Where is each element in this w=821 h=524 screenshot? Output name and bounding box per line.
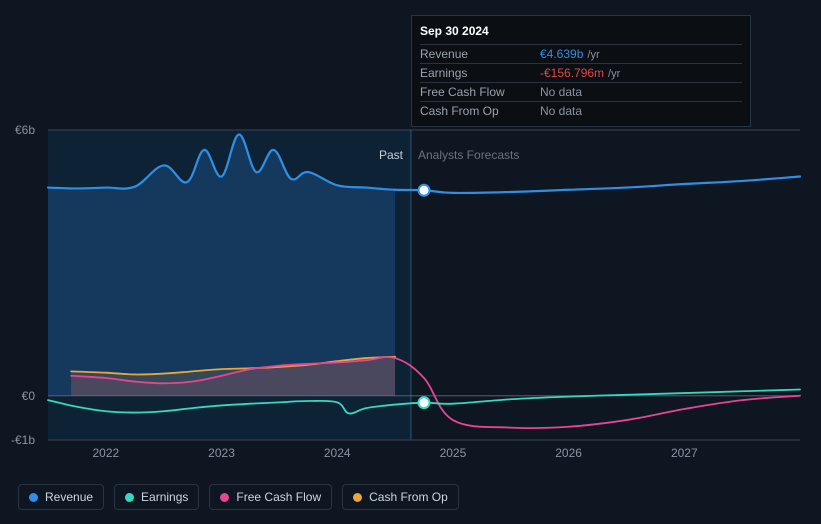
legend-item-earnings[interactable]: Earnings	[114, 484, 199, 510]
tooltip-key: Cash From Op	[420, 104, 540, 118]
x-tick-label: 2022	[92, 446, 119, 460]
forecast-label: Analysts Forecasts	[418, 148, 519, 162]
tooltip-value: -€156.796m/yr	[540, 66, 620, 80]
earnings-chart[interactable]: { "layout": { "width": 821, "height": 52…	[0, 0, 821, 524]
tooltip-row-Revenue: Revenue€4.639b/yr	[420, 44, 742, 63]
legend-label: Cash From Op	[369, 490, 448, 504]
y-tick-label: €0	[22, 389, 35, 403]
tooltip-value: €4.639b/yr	[540, 47, 600, 61]
legend-item-cfo[interactable]: Cash From Op	[342, 484, 459, 510]
tooltip-row-CashFromOp: Cash From OpNo data	[420, 101, 742, 120]
legend-dot-icon	[125, 493, 134, 502]
legend-label: Earnings	[141, 490, 188, 504]
legend-label: Revenue	[45, 490, 93, 504]
legend-dot-icon	[29, 493, 38, 502]
legend-item-fcf[interactable]: Free Cash Flow	[209, 484, 332, 510]
tooltip-value: No data	[540, 85, 582, 99]
past-label: Past	[379, 148, 403, 162]
legend-dot-icon	[353, 493, 362, 502]
tooltip-key: Earnings	[420, 66, 540, 80]
chart-tooltip: Sep 30 2024 Revenue€4.639b/yrEarnings-€1…	[411, 15, 751, 127]
tooltip-row-FreeCashFlow: Free Cash FlowNo data	[420, 82, 742, 101]
legend-dot-icon	[220, 493, 229, 502]
tooltip-date: Sep 30 2024	[420, 20, 742, 44]
x-tick-label: 2023	[208, 446, 235, 460]
legend-label: Free Cash Flow	[236, 490, 321, 504]
y-tick-label: €6b	[15, 123, 35, 137]
x-tick-label: 2026	[555, 446, 582, 460]
x-tick-label: 2024	[324, 446, 351, 460]
tooltip-row-Earnings: Earnings-€156.796m/yr	[420, 63, 742, 82]
legend-item-revenue[interactable]: Revenue	[18, 484, 104, 510]
x-tick-label: 2025	[440, 446, 467, 460]
x-tick-label: 2027	[671, 446, 698, 460]
legend: Revenue Earnings Free Cash Flow Cash From O…	[18, 484, 459, 510]
tooltip-value: No data	[540, 104, 582, 118]
tooltip-key: Revenue	[420, 47, 540, 61]
tooltip-key: Free Cash Flow	[420, 85, 540, 99]
y-tick-label: -€1b	[11, 433, 35, 447]
